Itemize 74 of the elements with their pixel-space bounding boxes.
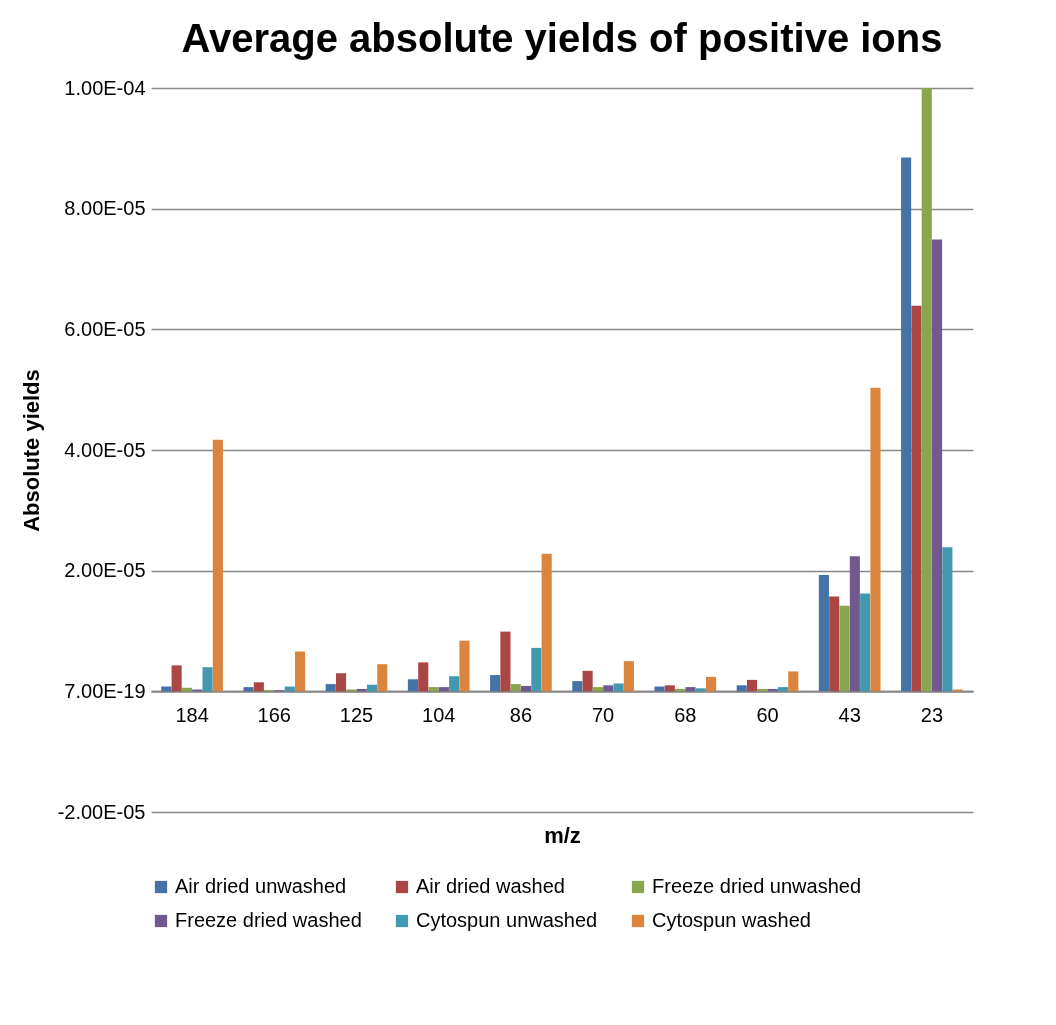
- bar: [295, 651, 306, 692]
- bar: [592, 687, 603, 692]
- bar: [253, 682, 264, 692]
- bar: [777, 687, 789, 692]
- y-tick-label: -2.00E-05: [57, 800, 146, 823]
- bar: [212, 439, 223, 692]
- bar: [418, 662, 429, 692]
- legend-label: Cytospun washed: [652, 909, 811, 931]
- chart-title: Average absolute yields of positive ions: [181, 16, 943, 60]
- legend-label: Air dried washed: [416, 875, 565, 897]
- bar: [860, 593, 871, 692]
- y-tick-label: 1.00E-04: [64, 76, 146, 99]
- y-tick-label: 7.00E-19: [64, 679, 146, 702]
- bar: [243, 687, 254, 692]
- x-axis-title: m/z: [544, 822, 581, 848]
- x-tick-label: 86: [509, 703, 533, 726]
- bar: [839, 605, 850, 692]
- x-tick-label: 70: [591, 703, 615, 726]
- x-tick-label: 23: [920, 703, 944, 726]
- x-tick-label: 43: [838, 703, 861, 726]
- x-tick-label: 104: [422, 703, 456, 726]
- bar: [459, 640, 470, 692]
- bar: [428, 687, 439, 692]
- bar: [695, 688, 706, 692]
- bar: [449, 676, 460, 692]
- x-tick-label: 184: [175, 703, 209, 726]
- bar: [366, 684, 378, 692]
- bar: [736, 685, 747, 692]
- x-tick-label: 60: [756, 703, 779, 726]
- bar: [788, 671, 799, 692]
- legend-label: Air dried unwashed: [175, 875, 347, 897]
- bar: [531, 647, 542, 692]
- bar: [932, 239, 943, 692]
- y-tick-label: 2.00E-05: [64, 559, 146, 582]
- y-axis-title: Absolute yields: [18, 369, 44, 532]
- bar: [613, 683, 624, 692]
- bar: [510, 684, 521, 692]
- bar: [654, 686, 665, 692]
- legend-label: Freeze dried washed: [175, 909, 362, 931]
- bar: [438, 687, 449, 692]
- bar: [664, 685, 675, 692]
- y-tick-label: 6.00E-05: [64, 317, 146, 340]
- bar: [582, 670, 593, 692]
- bar: [849, 556, 860, 692]
- bar: [202, 667, 213, 692]
- legend-label: Freeze dried unwashed: [652, 875, 862, 897]
- bar: [829, 596, 840, 692]
- legend-label: Cytospun unwashed: [416, 909, 598, 931]
- bar: [911, 305, 922, 692]
- x-tick-label: 68: [674, 703, 697, 726]
- bar: [572, 681, 583, 692]
- bar: [901, 157, 912, 692]
- bar: [325, 684, 336, 692]
- bar: [603, 685, 614, 692]
- bar: [541, 553, 552, 692]
- bar: [335, 673, 347, 692]
- bar: [942, 547, 953, 692]
- bar: [746, 679, 758, 692]
- bar: [818, 574, 829, 692]
- bar: [500, 631, 511, 692]
- y-tick-label: 8.00E-05: [64, 197, 146, 220]
- bar: [921, 88, 932, 692]
- bar: [490, 675, 501, 692]
- bar: [623, 661, 634, 692]
- bar: [870, 387, 881, 692]
- x-tick-label: 166: [257, 703, 291, 726]
- x-tick-label: 125: [339, 703, 374, 726]
- bar: [706, 676, 717, 692]
- bar: [521, 685, 532, 692]
- bar: [377, 664, 388, 692]
- bar: [407, 679, 418, 692]
- bar: [171, 665, 182, 692]
- bar: [685, 687, 696, 692]
- y-tick-label: 4.00E-05: [64, 438, 146, 461]
